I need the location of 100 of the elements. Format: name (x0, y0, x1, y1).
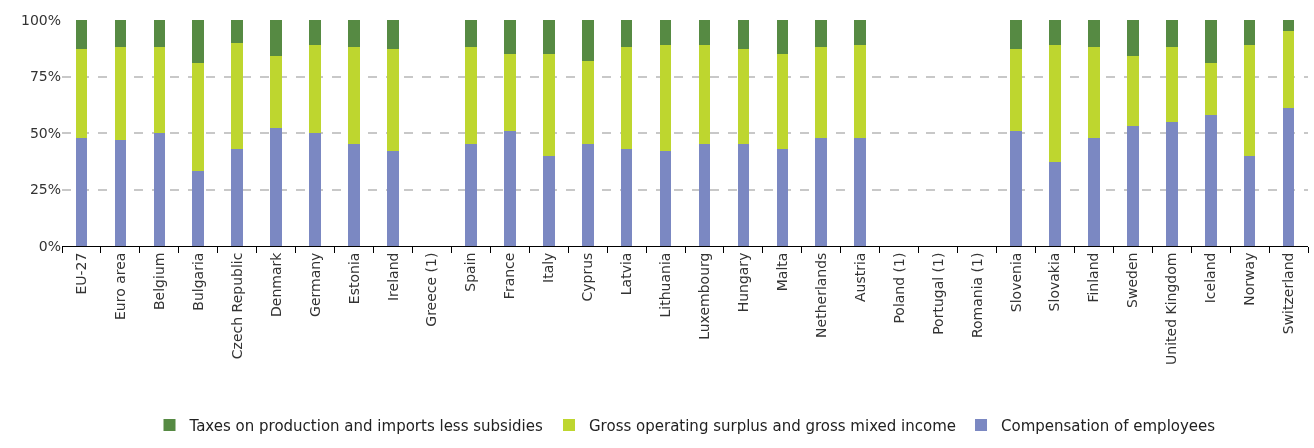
bar (231, 42, 244, 149)
x-tick-label: Portugal (1) (929, 252, 946, 335)
x-tick-label: Cyprus (579, 252, 596, 302)
bar (270, 56, 282, 129)
legend-label: Taxes on production and imports less subsidies (188, 416, 543, 435)
x-tick-label: Italy (540, 252, 557, 283)
bar (503, 130, 516, 246)
x-tick-label: Spain (462, 252, 479, 292)
bar (581, 60, 594, 145)
bar (75, 137, 88, 246)
bar (153, 47, 166, 133)
x-tick-label: Netherlands (812, 252, 829, 338)
bar (75, 20, 88, 50)
bar (465, 47, 477, 145)
legend-label: Compensation of employees (1001, 416, 1216, 435)
x-tick-label: Norway (1241, 252, 1258, 306)
x-tick-label: Sweden (1124, 252, 1141, 308)
bar (309, 20, 321, 45)
x-tick-label: Slovenia (1007, 252, 1024, 313)
y-tick-label: 75% (29, 68, 61, 85)
bar (1010, 49, 1022, 131)
x-tick-label: Switzerland (1280, 252, 1297, 335)
bar (659, 151, 672, 246)
y-tick-label: 0% (38, 237, 61, 254)
bar (1204, 62, 1217, 115)
bar (659, 20, 672, 45)
x-tick-label: Luxembourg (696, 252, 713, 340)
bar (348, 20, 360, 48)
bar (1088, 137, 1100, 246)
bar (620, 47, 633, 149)
y-tick-label: 50% (29, 124, 61, 141)
bar (1126, 126, 1139, 246)
bar (698, 44, 711, 145)
bar (1282, 31, 1295, 109)
bar (309, 44, 321, 133)
bar (1165, 20, 1178, 48)
bar (192, 171, 205, 246)
bar (1049, 44, 1061, 163)
bar (776, 148, 789, 246)
x-tick-label: Finland (1085, 252, 1102, 303)
bar (1049, 162, 1061, 246)
bar (1204, 20, 1217, 63)
bar (231, 148, 244, 246)
bar (309, 133, 321, 246)
bar (192, 20, 205, 63)
bar (815, 47, 828, 138)
bar (114, 47, 127, 140)
x-tick-label: Lithuania (657, 252, 674, 318)
bar (737, 49, 750, 145)
bar (776, 20, 789, 54)
bar (698, 20, 711, 45)
bar (153, 133, 166, 246)
x-tick-label: Ireland (384, 252, 401, 302)
bar (1282, 20, 1295, 32)
x-tick-label: Romania (1) (968, 252, 985, 339)
x-tick-label: Denmark (267, 251, 284, 317)
x-tick-label: United Kingdom (1163, 252, 1180, 365)
x-tick-label: Austria (851, 252, 868, 303)
x-tick-label: Belgium (150, 252, 167, 311)
x-tick-label: Czech Republic (228, 252, 245, 360)
bar (1243, 44, 1256, 156)
bar (542, 155, 555, 246)
y-tick-label: 100% (20, 11, 61, 28)
bar (581, 20, 594, 61)
x-tick-label: France (501, 252, 518, 300)
x-tick-label: Greece (1) (423, 252, 440, 327)
bar (815, 137, 828, 246)
bar (854, 44, 867, 138)
x-tick-label: Iceland (1202, 252, 1219, 304)
x-tick-label: Germany (306, 252, 323, 317)
bar (1282, 108, 1295, 246)
bar (387, 151, 399, 246)
bar (1165, 47, 1178, 122)
bar (465, 144, 477, 246)
bar (659, 44, 672, 152)
bar (153, 20, 166, 48)
bar (854, 137, 867, 246)
bar (620, 20, 633, 48)
bar (1126, 20, 1139, 57)
bar (387, 20, 399, 50)
bar (776, 53, 789, 149)
x-tick-label: EU-27 (73, 252, 90, 295)
bar (1165, 121, 1178, 246)
bar (192, 62, 205, 172)
x-tick-label: Euro area (111, 252, 128, 321)
bar (1088, 20, 1100, 48)
bar (542, 20, 555, 54)
bar (465, 20, 477, 48)
bar (231, 20, 244, 43)
bar (503, 53, 516, 131)
bar (387, 49, 399, 152)
bar (1010, 130, 1022, 246)
bar (1204, 114, 1217, 246)
bar (348, 47, 360, 145)
bar (581, 144, 594, 246)
bar (737, 20, 750, 50)
bar (503, 20, 516, 54)
y-tick-label: 25% (29, 181, 61, 198)
bar (270, 20, 282, 57)
x-tick-label: Bulgaria (189, 252, 206, 311)
